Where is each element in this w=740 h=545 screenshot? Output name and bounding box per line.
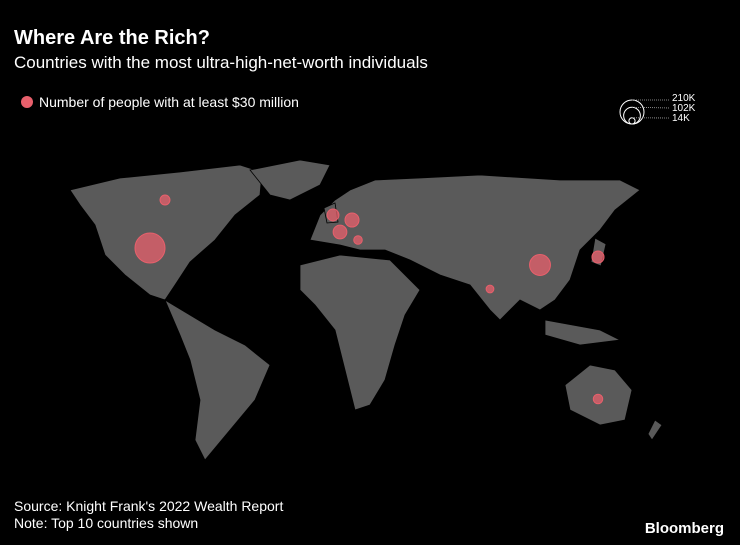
- bubble: [591, 250, 605, 264]
- bubble: [529, 254, 551, 276]
- bubbles: [134, 194, 605, 405]
- subtitle: Countries with the most ultra-high-net-w…: [14, 53, 428, 72]
- bubble: [134, 232, 166, 264]
- bubble: [326, 208, 340, 222]
- source: Source: Knight Frank's 2022 Wealth Repor…: [14, 498, 283, 514]
- legend-circle: [619, 99, 645, 125]
- legend-size-label: 102K: [672, 103, 696, 114]
- title: Where Are the Rich?: [14, 27, 210, 49]
- bubble: [353, 235, 363, 245]
- legend-circle: [623, 106, 641, 125]
- note: Note: Top 10 countries shown: [14, 515, 198, 531]
- legend-circle: [628, 117, 636, 125]
- legend-label: Number of people with at least $30 milli…: [39, 94, 299, 110]
- bubble: [485, 284, 495, 294]
- bubble: [592, 393, 604, 405]
- legend-size-label: 14K: [672, 113, 690, 124]
- bubble: [332, 224, 348, 240]
- bubble: [159, 194, 171, 206]
- land: [69, 159, 663, 461]
- legend-size-label: 210K: [672, 93, 696, 104]
- legend-swatch: [21, 96, 33, 108]
- legend-leader: [631, 106, 671, 109]
- brand: Bloomberg: [645, 520, 724, 537]
- bubble: [344, 212, 360, 228]
